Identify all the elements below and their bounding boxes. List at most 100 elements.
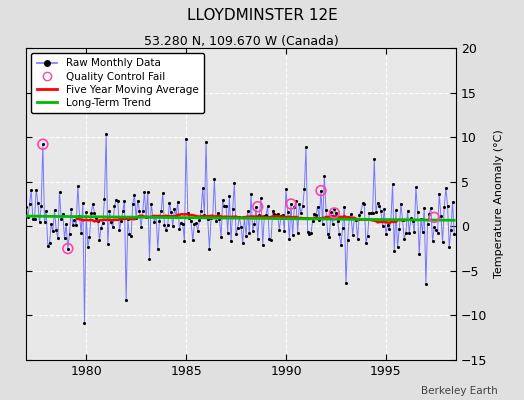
Point (267, 237, 275, 244)
Point (260, 213, 268, 219)
Point (39, 141, 47, 148)
Point (183, 210, 192, 216)
Point (418, 229, 427, 236)
Point (195, 217, 204, 224)
Point (270, 211, 279, 218)
Point (329, 220, 337, 227)
Point (209, 214, 217, 220)
Point (390, 248, 398, 254)
Point (125, 231, 134, 238)
Point (57, 216, 66, 222)
Point (144, 188, 152, 195)
Point (24, 214, 32, 220)
Point (163, 222, 172, 228)
Point (394, 244, 402, 250)
Point (162, 227, 170, 233)
Point (97, 224, 105, 231)
Point (79, 199, 87, 206)
Point (177, 220, 185, 226)
Point (118, 208, 127, 214)
Point (135, 208, 144, 214)
Point (25, 201, 34, 208)
Point (362, 240, 370, 246)
Point (268, 208, 277, 214)
Point (327, 209, 335, 216)
Point (319, 221, 327, 228)
Point (138, 208, 147, 214)
Point (278, 211, 287, 218)
Point (63, 245, 72, 252)
Point (395, 226, 403, 232)
Point (275, 227, 283, 233)
Point (367, 210, 375, 216)
Point (56, 188, 64, 195)
Point (50, 207, 59, 213)
Point (385, 226, 394, 232)
Point (429, 238, 437, 244)
Point (170, 206, 179, 212)
Point (180, 238, 189, 244)
Point (160, 222, 169, 229)
Point (99, 220, 107, 227)
Point (287, 201, 295, 207)
Point (114, 198, 122, 204)
Point (22, 204, 30, 210)
Point (439, 239, 447, 246)
Point (347, 211, 355, 218)
Point (149, 212, 157, 219)
Title: 53.280 N, 109.670 W (Canada): 53.280 N, 109.670 W (Canada) (144, 35, 339, 48)
Point (147, 200, 155, 207)
Point (350, 215, 358, 221)
Point (433, 229, 442, 236)
Point (392, 207, 400, 214)
Point (372, 208, 380, 215)
Point (62, 221, 70, 227)
Point (427, 205, 435, 211)
Point (105, 208, 114, 214)
Point (214, 210, 222, 216)
Point (348, 232, 357, 238)
Point (210, 175, 219, 182)
Point (212, 218, 220, 224)
Point (244, 208, 252, 214)
Point (193, 228, 202, 234)
Point (407, 215, 415, 221)
Point (230, 180, 238, 186)
Point (377, 207, 385, 214)
Point (108, 224, 117, 230)
Point (322, 207, 330, 213)
Point (436, 212, 445, 219)
Point (215, 216, 224, 222)
Point (282, 186, 290, 192)
Point (252, 204, 260, 210)
Point (122, 297, 130, 304)
Text: Berkeley Earth: Berkeley Earth (421, 386, 498, 396)
Point (74, 183, 82, 189)
Point (292, 198, 300, 204)
Point (42, 208, 50, 214)
Point (43, 242, 52, 249)
Point (157, 208, 165, 214)
Point (155, 217, 163, 224)
Point (77, 230, 85, 236)
Point (67, 206, 75, 213)
Point (315, 216, 323, 223)
Point (300, 186, 309, 192)
Point (305, 231, 313, 237)
Point (182, 136, 190, 142)
Point (142, 214, 150, 221)
Point (140, 189, 149, 195)
Point (295, 201, 303, 207)
Point (410, 229, 419, 235)
Point (115, 227, 124, 233)
Point (330, 206, 339, 212)
Point (34, 199, 42, 206)
Point (66, 231, 74, 237)
Point (417, 216, 425, 222)
Point (30, 216, 39, 222)
Point (360, 201, 368, 207)
Point (450, 230, 458, 237)
Point (132, 215, 140, 221)
Point (145, 256, 154, 262)
Point (200, 212, 209, 218)
